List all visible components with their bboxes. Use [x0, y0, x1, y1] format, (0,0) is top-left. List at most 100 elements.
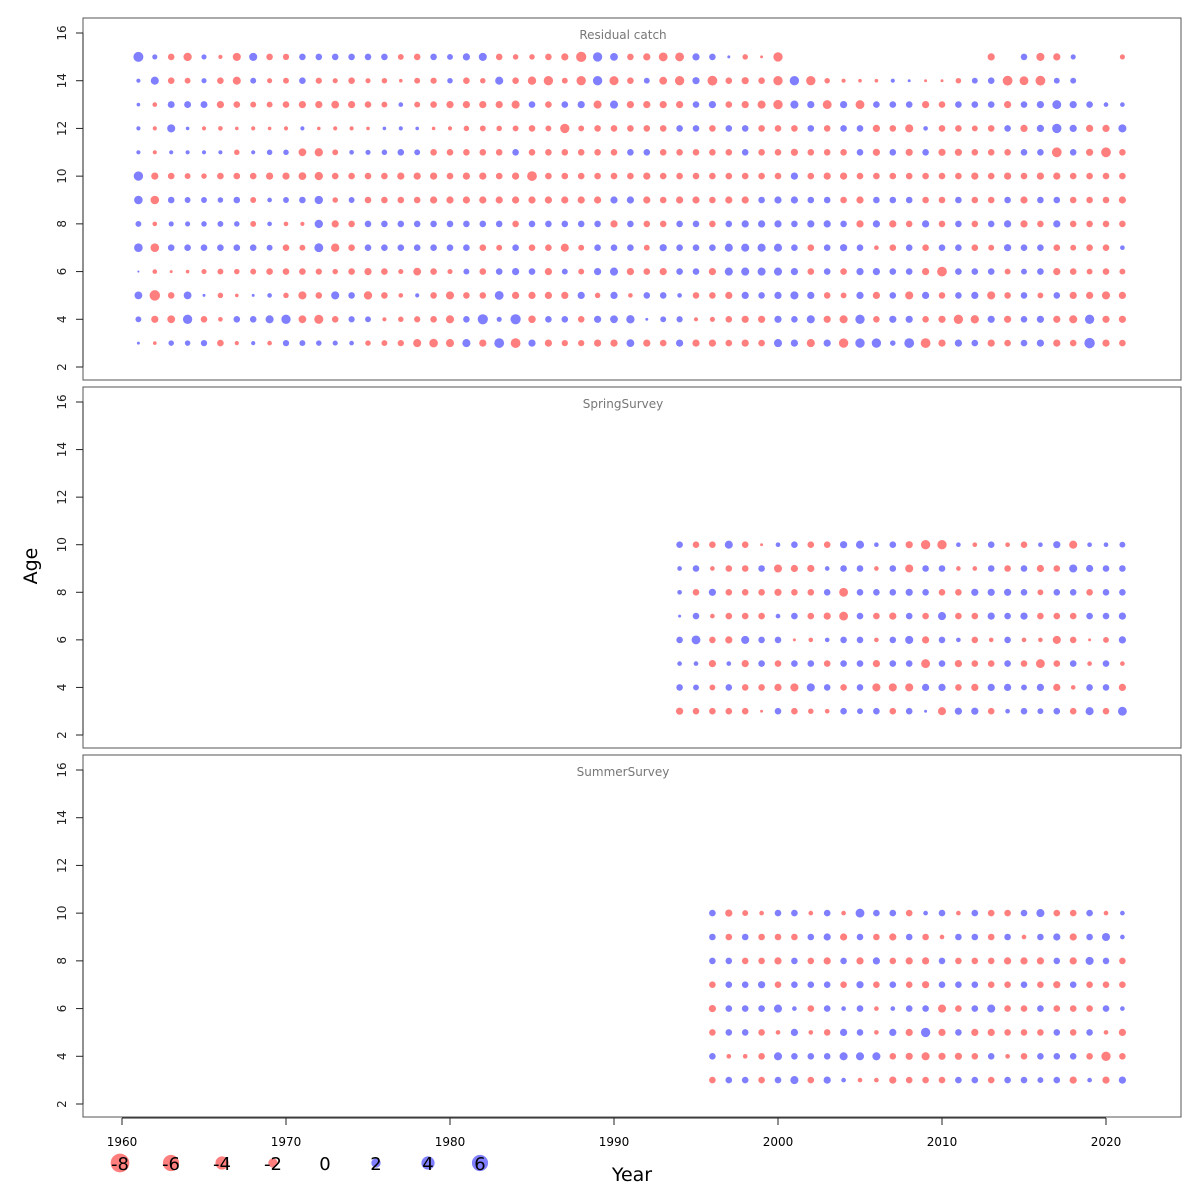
residual-bubble	[316, 340, 322, 346]
residual-bubble	[676, 684, 683, 691]
residual-bubble	[790, 100, 799, 109]
residual-bubble	[545, 125, 552, 132]
residual-bubble	[1053, 220, 1061, 228]
residual-bubble	[692, 565, 700, 572]
residual-bubble	[807, 564, 815, 573]
legend-label: 0	[319, 1154, 330, 1175]
residual-bubble	[184, 173, 191, 180]
residual-bubble	[1102, 957, 1110, 965]
residual-bubble	[824, 708, 830, 714]
residual-bubble	[791, 316, 798, 323]
residual-bubble	[741, 981, 749, 988]
residual-bubble	[463, 316, 470, 323]
residual-bubble	[757, 981, 766, 989]
residual-bubble	[807, 612, 815, 620]
residual-bubble	[971, 933, 979, 941]
residual-bubble	[808, 708, 814, 714]
residual-bubble	[987, 220, 995, 228]
residual-bubble	[430, 316, 437, 323]
residual-bubble	[610, 196, 618, 204]
residual-bubble	[692, 172, 700, 180]
residual-bubble	[1102, 1005, 1110, 1012]
y-tick-label: 10	[55, 169, 69, 184]
residual-bubble	[774, 660, 782, 667]
residual-bubble	[545, 172, 552, 180]
residual-bubble	[365, 78, 371, 84]
residual-bubble	[856, 636, 864, 644]
residual-bubble	[840, 565, 847, 572]
residual-bubble	[282, 172, 290, 180]
residual-bubble	[430, 244, 437, 251]
residual-bubble	[822, 100, 832, 110]
residual-bubble	[725, 981, 733, 988]
residual-bubble	[725, 1005, 733, 1012]
residual-bubble	[1020, 316, 1028, 323]
residual-bubble	[1020, 220, 1028, 228]
residual-bubble	[692, 101, 700, 108]
residual-bubble	[1119, 957, 1126, 965]
residual-bubble	[217, 244, 224, 251]
residual-bubble	[873, 172, 880, 180]
residual-bubble	[856, 933, 864, 941]
residual-bubble	[528, 268, 536, 275]
residual-bubble	[136, 341, 140, 345]
residual-bubble	[1020, 1005, 1028, 1012]
residual-bubble	[1021, 268, 1027, 275]
residual-bubble	[807, 1076, 815, 1084]
residual-bubble	[791, 707, 798, 715]
residual-bubble	[823, 268, 831, 275]
residual-bubble	[758, 565, 765, 572]
residual-bubble	[955, 77, 962, 84]
residual-bubble	[692, 292, 700, 299]
residual-bubble	[905, 291, 914, 300]
residual-bubble	[955, 220, 962, 228]
residual-bubble	[152, 102, 158, 107]
residual-bubble	[856, 684, 864, 691]
residual-bubble	[495, 196, 503, 204]
residual-bubble	[1005, 542, 1010, 548]
residual-bubble	[479, 149, 487, 156]
residual-bubble	[708, 100, 717, 109]
residual-bubble	[658, 52, 668, 62]
residual-bubble	[938, 565, 946, 572]
residual-bubble	[528, 196, 536, 204]
y-tick-label: 6	[55, 268, 69, 276]
residual-bubble	[857, 708, 863, 715]
residual-bubble	[774, 172, 782, 180]
residual-bubble	[315, 292, 323, 299]
residual-bubble	[692, 125, 700, 132]
residual-bubble	[167, 196, 175, 204]
residual-bubble	[494, 338, 505, 348]
residual-bubble	[823, 1029, 831, 1036]
residual-bubble	[348, 220, 355, 228]
residual-bubble	[381, 77, 388, 84]
residual-bubble	[790, 196, 799, 204]
residual-bubble	[938, 683, 946, 692]
residual-bubble	[479, 196, 487, 204]
residual-bubble	[791, 541, 798, 548]
residual-bubble	[1037, 220, 1044, 228]
residual-bubble	[560, 243, 569, 252]
residual-bubble	[676, 149, 683, 156]
residual-bubble	[823, 957, 831, 965]
residual-bubble	[314, 219, 323, 229]
residual-bubble	[987, 291, 996, 300]
residual-bubble	[840, 981, 847, 988]
residual-bubble	[774, 1076, 782, 1084]
residual-bubble	[971, 612, 979, 620]
residual-bubble	[987, 149, 995, 156]
residual-bubble	[905, 1005, 913, 1012]
residual-bubble	[561, 291, 569, 300]
residual-bubble	[234, 268, 240, 275]
residual-bubble	[889, 1076, 897, 1084]
residual-bubble	[150, 195, 160, 205]
residual-bubble	[528, 315, 536, 324]
residual-bubble	[201, 54, 207, 60]
residual-bubble	[397, 149, 405, 156]
residual-bubble	[840, 684, 847, 691]
residual-bubble	[578, 268, 585, 275]
residual-bubble	[593, 267, 602, 276]
residual-bubble	[807, 268, 815, 275]
residual-bubble	[413, 172, 421, 180]
residual-bubble	[807, 933, 815, 941]
